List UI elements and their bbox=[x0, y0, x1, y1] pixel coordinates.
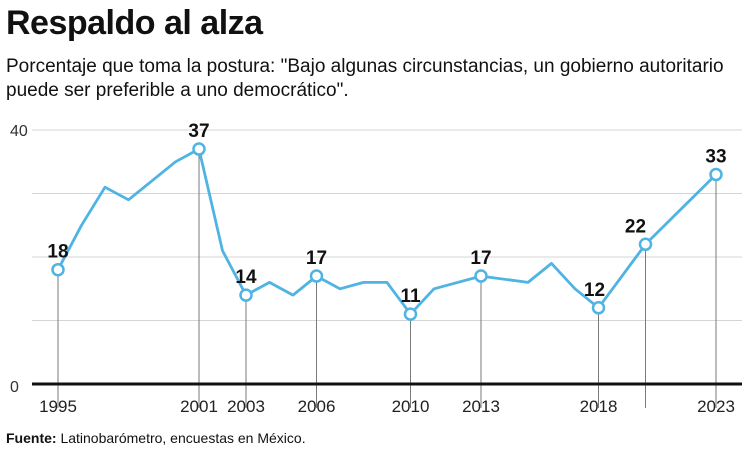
data-point-marker bbox=[474, 269, 488, 283]
data-point-marker bbox=[309, 269, 324, 283]
data-point-marker bbox=[638, 237, 653, 252]
data-point-marker bbox=[192, 142, 206, 156]
y-tick-label: 0 bbox=[10, 379, 19, 396]
data-label: 17 bbox=[306, 248, 327, 269]
y-tick-label: 40 bbox=[10, 123, 28, 140]
data-point-marker bbox=[239, 288, 253, 302]
x-tick-label: 1995 bbox=[39, 397, 77, 416]
chart-title: Respaldo al alza bbox=[6, 4, 263, 42]
data-point-marker bbox=[403, 307, 418, 321]
highlight-stems bbox=[57, 149, 717, 408]
data-labels: 18 37 14 17 11 17 12 22 33 bbox=[47, 121, 726, 307]
source-note: Fuente: Latinobarómetro, encuestas en Mé… bbox=[6, 430, 306, 446]
x-tick-label: 2023 bbox=[697, 397, 735, 416]
data-label: 33 bbox=[705, 146, 726, 167]
axes: 0 40 1995 2001 2003 2006 2010 2013 2018 2023 bbox=[10, 123, 742, 416]
data-label: 12 bbox=[584, 280, 605, 301]
x-tick-label: 2003 bbox=[227, 397, 265, 416]
x-tick-label: 2001 bbox=[180, 397, 218, 416]
data-label: 18 bbox=[47, 242, 68, 263]
x-tick-label: 2013 bbox=[462, 397, 500, 416]
chart-subtitle: Porcentaje que toma la postura: "Bajo al… bbox=[6, 56, 724, 101]
data-point-marker bbox=[51, 262, 65, 277]
data-label: 11 bbox=[400, 286, 421, 307]
data-point-marker bbox=[591, 301, 606, 315]
x-tick-label: 2018 bbox=[580, 397, 618, 416]
data-label: 22 bbox=[625, 216, 646, 237]
data-label: 14 bbox=[235, 267, 257, 288]
source-label: Fuente: bbox=[6, 430, 57, 446]
x-tick-label: 2010 bbox=[392, 397, 430, 416]
x-tick-label: 2006 bbox=[298, 397, 336, 416]
highlight-markers bbox=[51, 142, 723, 321]
data-label: 37 bbox=[188, 121, 209, 142]
data-point-marker bbox=[709, 167, 723, 182]
gridlines bbox=[32, 129, 742, 321]
series-line bbox=[56, 147, 718, 316]
source-text: Latinobarómetro, encuestas en México. bbox=[56, 430, 306, 446]
data-label: 17 bbox=[470, 248, 491, 269]
series-line-layer bbox=[56, 147, 718, 316]
